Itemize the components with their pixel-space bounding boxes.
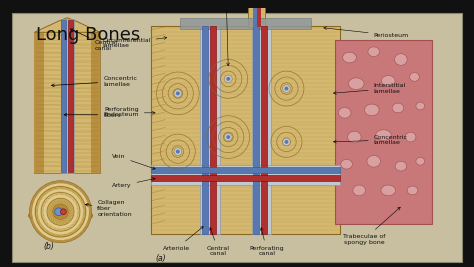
Ellipse shape [365,104,379,116]
Circle shape [174,148,182,155]
Circle shape [284,140,288,144]
Bar [68,20,73,172]
Text: Concentric
lamellae: Concentric lamellae [52,76,137,87]
Ellipse shape [405,132,416,142]
Bar [202,26,208,234]
Text: Interstitial
lamellae: Interstitial lamellae [334,83,406,94]
Text: Artery: Artery [112,178,155,188]
Ellipse shape [348,78,364,89]
Bar [254,26,259,234]
Circle shape [35,187,86,237]
Ellipse shape [407,186,418,195]
Ellipse shape [416,158,425,165]
Ellipse shape [343,52,356,63]
Polygon shape [34,18,100,32]
Ellipse shape [382,76,395,86]
Ellipse shape [395,161,407,171]
Bar [261,26,267,234]
Text: Central
canal: Central canal [71,29,118,51]
Text: Periosteum: Periosteum [324,27,409,38]
Circle shape [41,192,80,231]
Ellipse shape [367,155,381,167]
Text: Perforating
canal: Perforating canal [250,228,284,257]
Ellipse shape [368,47,380,57]
Text: Trabeculae of
spongy bone: Trabeculae of spongy bone [343,207,400,245]
Bar [248,0,265,28]
Ellipse shape [338,108,351,118]
Text: Collagen
fiber
orientation: Collagen fiber orientation [85,200,132,217]
Ellipse shape [341,159,352,169]
Ellipse shape [410,73,419,81]
Bar [34,32,100,173]
Text: Capillary: Capillary [0,266,1,267]
Circle shape [224,75,232,83]
Text: (a): (a) [155,254,166,263]
Text: Osteons: Osteons [213,0,239,66]
Circle shape [174,89,182,97]
Text: Perforating
fibers: Perforating fibers [104,107,155,118]
Circle shape [226,135,230,139]
Ellipse shape [394,54,407,65]
Bar [151,175,340,181]
Ellipse shape [392,103,404,113]
Bar [200,26,219,234]
Circle shape [283,138,291,146]
Text: Arteriole: Arteriole [164,226,203,251]
Ellipse shape [416,102,425,110]
Bar [34,32,44,173]
Text: Vein: Vein [112,154,155,169]
Circle shape [226,77,230,81]
Bar [151,26,340,234]
Circle shape [176,150,180,154]
Ellipse shape [353,185,365,196]
Text: Circumferential
lamellae: Circumferential lamellae [102,37,167,48]
Circle shape [47,198,74,225]
Bar [91,32,100,173]
Circle shape [29,181,91,243]
Ellipse shape [347,131,361,143]
Bar [62,20,66,172]
Bar [151,167,340,173]
Bar [61,19,74,173]
Circle shape [224,133,232,141]
Text: Venule: Venule [0,266,1,267]
Circle shape [61,209,66,215]
Bar [252,26,271,234]
Text: Concentric
lamellae: Concentric lamellae [334,135,408,145]
Circle shape [55,208,63,216]
Bar [210,26,216,234]
Ellipse shape [381,185,395,196]
Text: (b): (b) [43,242,54,250]
Bar [151,165,340,184]
Circle shape [176,92,180,95]
Circle shape [284,87,288,91]
Bar [180,18,310,29]
Text: Endosteum: Endosteum [64,112,139,117]
Text: Central
canal: Central canal [207,227,230,257]
Bar [257,0,261,28]
Circle shape [283,85,291,92]
Circle shape [53,204,68,219]
Ellipse shape [376,130,391,140]
Bar [254,0,257,28]
Text: Long Bones: Long Bones [36,26,140,44]
Bar [335,40,432,224]
Ellipse shape [28,207,92,224]
